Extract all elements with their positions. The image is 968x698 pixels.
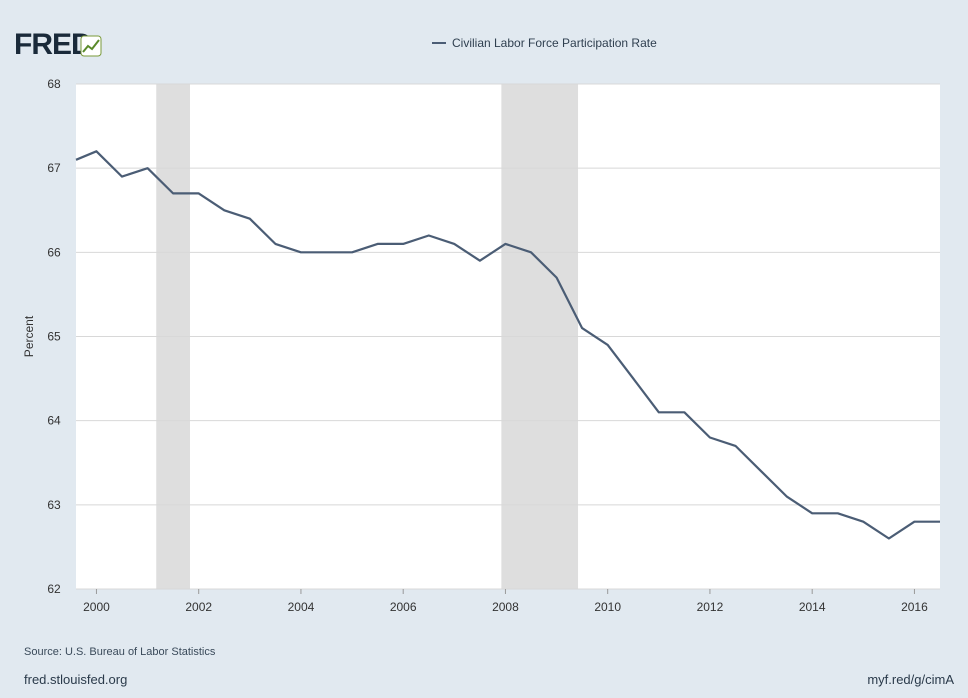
y-tick-label-68: 68 [47, 77, 61, 91]
gridlines [76, 83, 940, 590]
fred-chart-icon [80, 35, 102, 57]
footer-short-link[interactable]: myf.red/g/cimA [867, 672, 954, 687]
x-tick-label-2012: 2012 [697, 600, 724, 614]
legend-label: Civilian Labor Force Participation Rate [452, 36, 657, 50]
x-tick-label-2008: 2008 [492, 600, 519, 614]
legend-swatch [432, 42, 446, 44]
x-tick-label-2016: 2016 [901, 600, 928, 614]
footer-site-link[interactable]: fred.stlouisfed.org [24, 672, 128, 687]
series-group [75, 150, 940, 540]
x-tick-label-2004: 2004 [288, 600, 315, 614]
x-tick-label-2006: 2006 [390, 600, 417, 614]
fred-logo: FRED [14, 28, 93, 62]
y-tick-label-67: 67 [47, 161, 61, 175]
y-axis-label: Percent [22, 315, 36, 357]
x-tick-label-2014: 2014 [799, 600, 826, 614]
x-axis-ticks: 2000 2002 2004 2006 2008 2010 2012 2014 2016 [83, 589, 928, 614]
source-note: Source: U.S. Bureau of Labor Statistics [24, 646, 216, 658]
y-tick-label-62: 62 [47, 582, 61, 596]
y-tick-label-64: 64 [47, 414, 61, 428]
x-tick-label-2010: 2010 [594, 600, 621, 614]
y-tick-label-66: 66 [47, 245, 61, 259]
y-axis-ticks: 62 63 64 65 66 67 68 [47, 77, 61, 596]
x-tick-label-2000: 2000 [83, 600, 110, 614]
x-tick-label-2002: 2002 [185, 600, 212, 614]
y-tick-label-63: 63 [47, 498, 61, 512]
y-tick-label-65: 65 [47, 330, 61, 344]
series-line-0 [75, 150, 940, 540]
fred-logo-text: FRED [14, 28, 93, 61]
chart-legend: Civilian Labor Force Participation Rate [432, 36, 657, 50]
